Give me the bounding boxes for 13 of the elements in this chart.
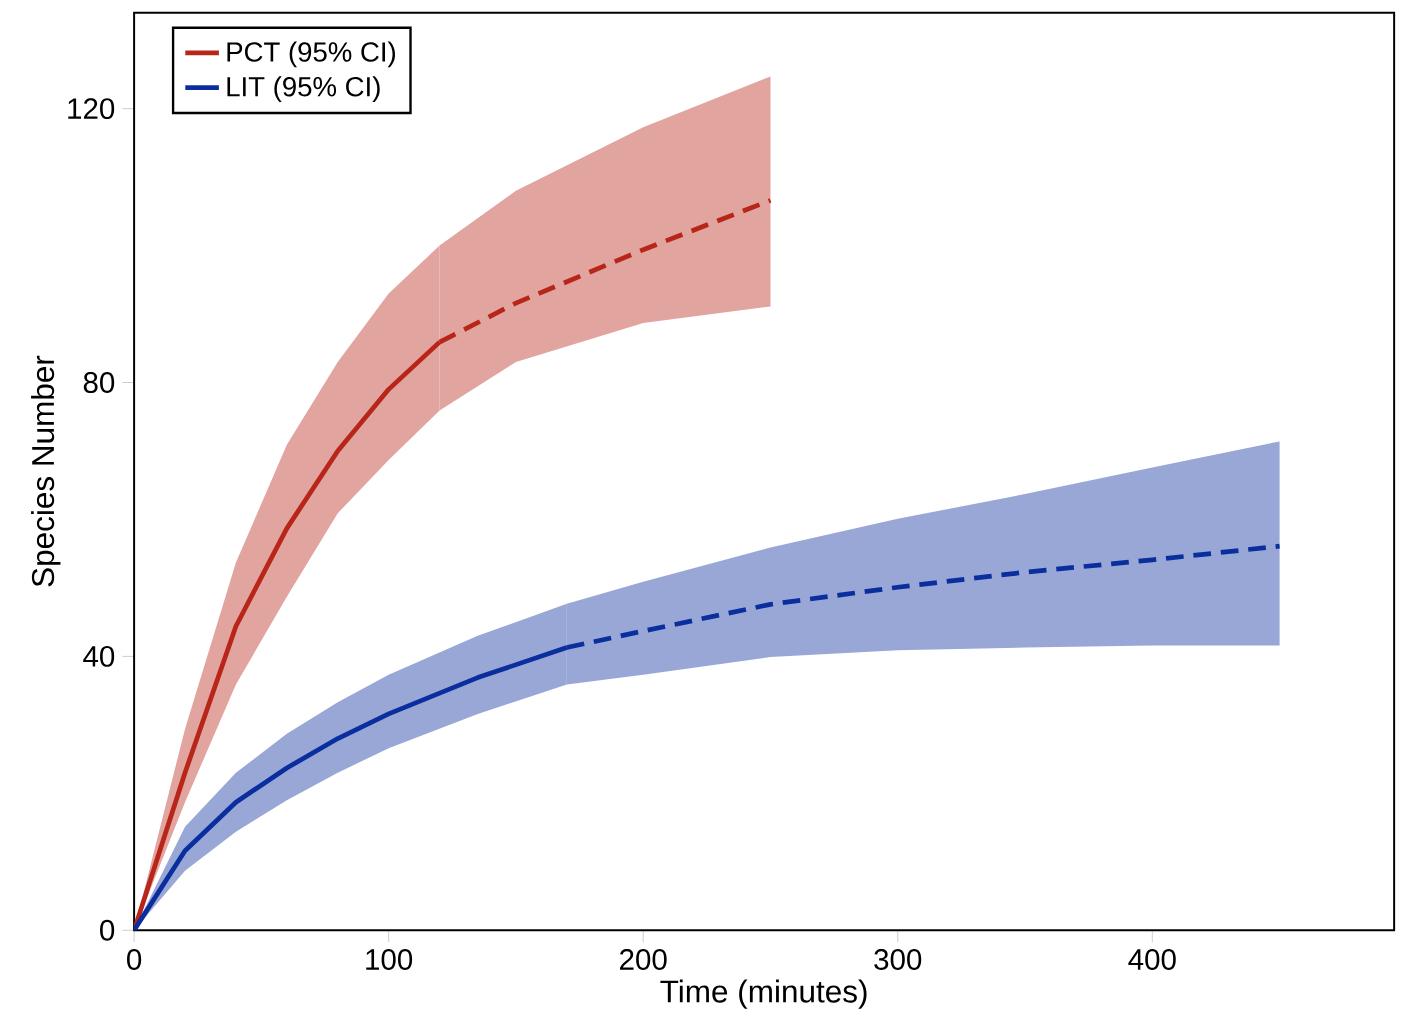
y-tick-label: 40 (83, 646, 115, 667)
x-tick-label: 400 (1128, 949, 1176, 971)
x-tick-label: 0 (127, 949, 142, 971)
y-tick-label: 0 (100, 919, 115, 941)
x-tick-label: 100 (366, 949, 413, 971)
x-axis-title: Time (minutes) (660, 979, 867, 1009)
x-tick-label: 300 (874, 949, 922, 971)
legend-label: PCT (95% CI) (227, 41, 395, 68)
y-tick-label: 120 (68, 98, 115, 120)
y-axis-title: Species Number (31, 355, 61, 587)
x-tick-label: 200 (620, 949, 667, 971)
legend-label: LIT (95% CI) (227, 76, 380, 103)
y-tick-label: 80 (83, 372, 115, 394)
